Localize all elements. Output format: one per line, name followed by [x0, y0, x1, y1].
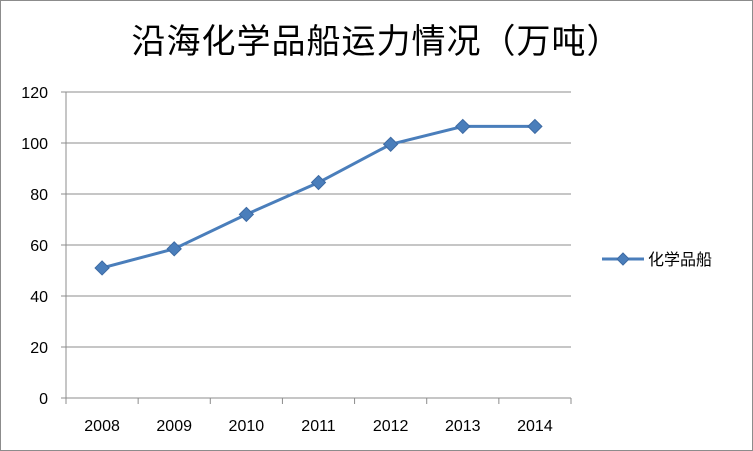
- y-tick-label: 20: [30, 340, 48, 357]
- y-tick-label: 40: [30, 289, 48, 306]
- data-point: [310, 174, 327, 191]
- data-point: [166, 241, 182, 257]
- data-point: [455, 118, 471, 135]
- data-point: [238, 206, 255, 223]
- data-point: [527, 118, 543, 135]
- y-tick-label: 100: [21, 136, 48, 153]
- y-tick-label: 80: [30, 187, 48, 204]
- x-tick-label: 2013: [445, 418, 481, 435]
- y-tick-label: 60: [30, 238, 48, 255]
- x-tick-label: 2014: [517, 418, 553, 435]
- x-tick-label: 2011: [301, 418, 336, 435]
- chart-title: 沿海化学品船运力情况（万吨）: [131, 22, 622, 62]
- x-tick-label: 2010: [229, 418, 265, 435]
- data-point: [382, 136, 399, 152]
- data-point: [94, 260, 110, 276]
- legend-label: 化学品船: [648, 250, 712, 269]
- x-tick-label: 2008: [84, 418, 120, 435]
- y-tick-label: 120: [21, 85, 48, 102]
- x-tick-label: 2012: [373, 418, 409, 435]
- y-tick-label: 0: [39, 391, 48, 408]
- x-tick-label: 2009: [156, 418, 192, 435]
- series-line: [101, 124, 535, 270]
- legend-marker: [616, 252, 630, 266]
